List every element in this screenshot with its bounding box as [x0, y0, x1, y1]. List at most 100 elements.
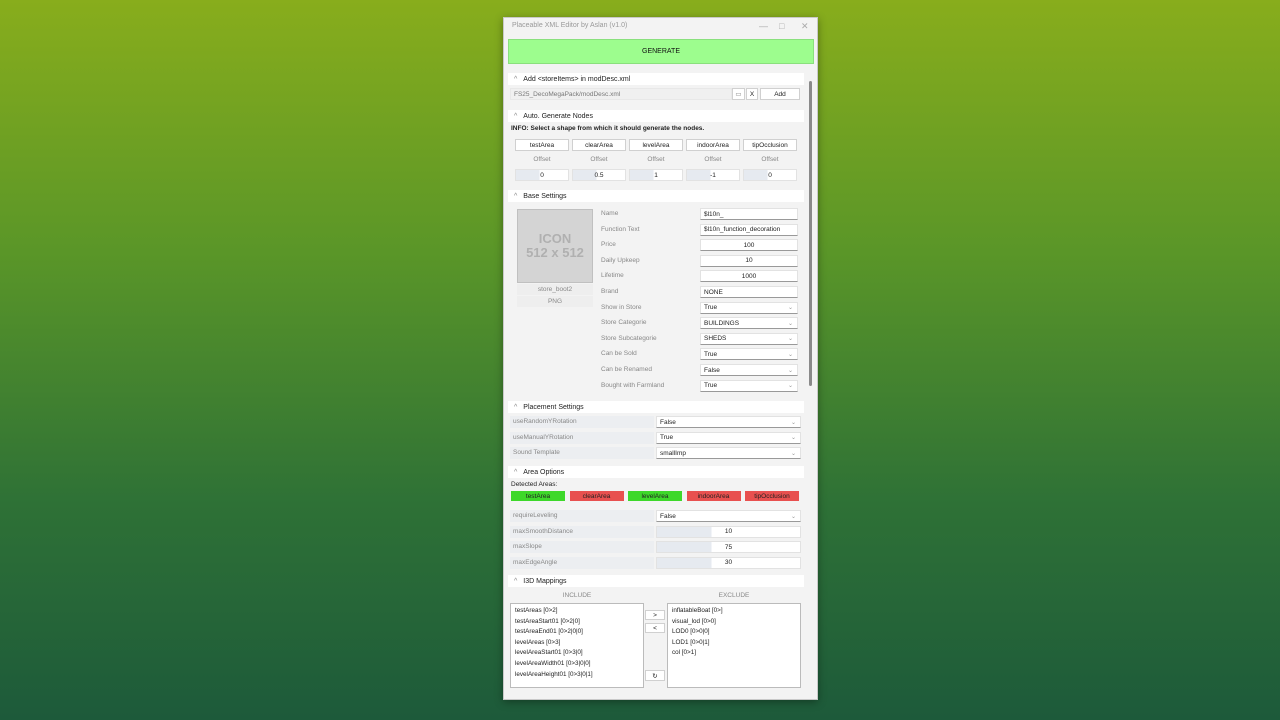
base-field-8[interactable]: SHEDS ⌄	[700, 332, 798, 345]
section-title: Area Options	[523, 468, 565, 476]
icon-filename: store_boot2	[517, 284, 593, 295]
select-value: False	[660, 418, 676, 426]
offset-input-testArea[interactable]: 0	[515, 169, 569, 181]
section-i3d-mappings[interactable]: ^ I3D Mappings	[508, 575, 804, 587]
exclude-item[interactable]: inflatableBoat [0>]	[672, 607, 723, 614]
row-select[interactable]: smallImp ⌄	[656, 447, 801, 459]
select-value: BUILDINGS	[704, 319, 740, 327]
minimize-button[interactable]: —	[759, 21, 768, 31]
section-base-settings[interactable]: ^ Base Settings	[508, 190, 804, 202]
row-select[interactable]: True ⌄	[656, 431, 801, 444]
exclude-item[interactable]: col [0>1]	[672, 649, 696, 657]
exclude-item[interactable]: LOD0 [0>0|0]	[672, 628, 710, 636]
row-number-input[interactable]: 10	[656, 525, 801, 538]
generate-button[interactable]: GENERATE	[508, 39, 814, 64]
base-field-4[interactable]: 1000	[700, 270, 798, 283]
row-label-bg	[510, 431, 654, 444]
shape-button-tipOcclusion[interactable]: tipOcclusion	[743, 139, 797, 151]
store-icon-image[interactable]: ICON 512 x 512	[517, 209, 593, 283]
exclude-list[interactable]: inflatableBoat [0>] visual_lod [0>0] LOD0 …	[667, 603, 801, 688]
base-field-6[interactable]: True ⌄	[700, 301, 798, 314]
include-item[interactable]: levelAreaWidth01 [0>3|0|0]	[515, 659, 591, 667]
base-field-0[interactable]: $l10n_	[700, 208, 798, 220]
section-area-options[interactable]: ^ Area Options	[508, 466, 804, 478]
folder-open-icon[interactable]: ▭	[732, 88, 745, 100]
base-label: Can be Renamed	[601, 366, 652, 373]
row-label-bg	[510, 447, 654, 459]
row-number-input[interactable]: 30	[656, 556, 801, 569]
close-button[interactable]: ✕	[801, 21, 809, 31]
shape-button-clearArea[interactable]: clearArea	[572, 139, 626, 151]
chevron-down-icon: ⌄	[787, 305, 793, 312]
base-field-9[interactable]: True ⌄	[700, 348, 798, 361]
row-label: useManualYRotation	[513, 433, 574, 441]
row-number-input[interactable]: 75	[656, 541, 801, 553]
base-field-7[interactable]: BUILDINGS ⌄	[700, 317, 798, 330]
add-button[interactable]: Add	[760, 88, 800, 100]
base-label: Bought with Farmland	[601, 381, 665, 389]
row-label: requireLeveling	[513, 512, 558, 519]
offset-input-tipOcclusion[interactable]: 0	[743, 169, 797, 181]
refresh-icon[interactable]: ↻	[645, 670, 665, 681]
base-field-5[interactable]: NONE	[700, 286, 798, 298]
base-label: Price	[601, 241, 616, 249]
include-item[interactable]: testAreas [0>2]	[515, 607, 558, 614]
icon-format: PNG	[517, 296, 593, 307]
shape-button-levelArea[interactable]: levelArea	[629, 139, 683, 151]
section-title: Add <storeItems> in modDesc.xml	[523, 75, 631, 83]
row-select[interactable]: False ⌄	[656, 510, 801, 522]
select-value: True	[704, 350, 718, 358]
chevron-down-icon: ⌄	[787, 351, 793, 358]
row-label: maxEdgeAngle	[513, 558, 558, 566]
base-label: Show in Store	[601, 303, 642, 311]
clear-button[interactable]: X	[746, 88, 758, 100]
include-item[interactable]: testAreaEnd01 [0>2|0|0]	[515, 628, 583, 636]
select-value: True	[704, 304, 718, 312]
offset-label: Offset	[704, 156, 722, 163]
move-right-button[interactable]: >	[645, 610, 665, 620]
base-field-1[interactable]: $l10n_function_decoration	[700, 223, 798, 236]
offset-label: Offset	[761, 156, 779, 163]
row-label: useRandomYRotation	[513, 418, 577, 425]
select-value: SHEDS	[704, 335, 727, 343]
scrollbar[interactable]	[809, 81, 812, 386]
base-field-10[interactable]: False ⌄	[700, 364, 798, 376]
base-label: Can be Sold	[601, 350, 637, 358]
section-placement[interactable]: ^ Placement Settings	[508, 401, 804, 413]
detected-areas-label: Detected Areas:	[511, 481, 558, 488]
shape-button-indoorArea[interactable]: indoorArea	[686, 139, 740, 151]
icon-placeholder-text: ICON	[538, 231, 572, 246]
maximize-button[interactable]: □	[779, 21, 785, 31]
row-label: Sound Template	[513, 449, 560, 456]
detected-area-clearArea: clearArea	[569, 491, 624, 501]
offset-label: Offset	[647, 156, 665, 163]
row-label: maxSlope	[513, 543, 542, 550]
move-left-button[interactable]: <	[645, 623, 665, 633]
shape-button-testArea[interactable]: testArea	[515, 139, 569, 151]
icon-size-text: 512 x 512	[526, 245, 584, 260]
detected-area-indoorArea: indoorArea	[686, 491, 741, 501]
base-field-3[interactable]: 10	[700, 254, 798, 267]
include-item[interactable]: testAreaStart01 [0>2|0]	[515, 617, 580, 625]
exclude-item[interactable]: visual_lod [0>0]	[672, 617, 716, 625]
include-list[interactable]: testAreas [0>2] testAreaStart01 [0>2|0] te…	[510, 603, 644, 688]
exclude-item[interactable]: LOD1 [0>0|1]	[672, 638, 710, 646]
row-label: maxSmoothDistance	[513, 527, 573, 535]
include-item[interactable]: levelAreaHeight01 [0>3|0|1]	[515, 670, 593, 678]
offset-input-levelArea[interactable]: 1	[629, 169, 683, 181]
base-label: Lifetime	[601, 272, 624, 280]
offset-input-clearArea[interactable]: 0.5	[572, 169, 626, 181]
include-item[interactable]: levelAreaStart01 [0>3|0]	[515, 649, 583, 657]
base-field-11[interactable]: True ⌄	[700, 379, 798, 392]
offset-input-indoorArea[interactable]: -1	[686, 169, 740, 181]
include-item[interactable]: levelAreas [0>3]	[515, 638, 561, 646]
chevron-down-icon: ⌄	[787, 383, 793, 390]
section-store-items[interactable]: ^ Add <storeItems> in modDesc.xml	[508, 73, 804, 85]
chevron-up-icon: ^	[514, 468, 518, 476]
row-select[interactable]: False ⌄	[656, 416, 801, 428]
section-auto-nodes[interactable]: ^ Auto. Generate Nodes	[508, 110, 804, 122]
chevron-up-icon: ^	[514, 192, 518, 200]
base-field-2[interactable]: 100	[700, 239, 798, 252]
moddesc-path-field[interactable]: FS25_DecoMegaPack/modDesc.xml	[510, 88, 732, 100]
section-title: Auto. Generate Nodes	[523, 112, 593, 120]
